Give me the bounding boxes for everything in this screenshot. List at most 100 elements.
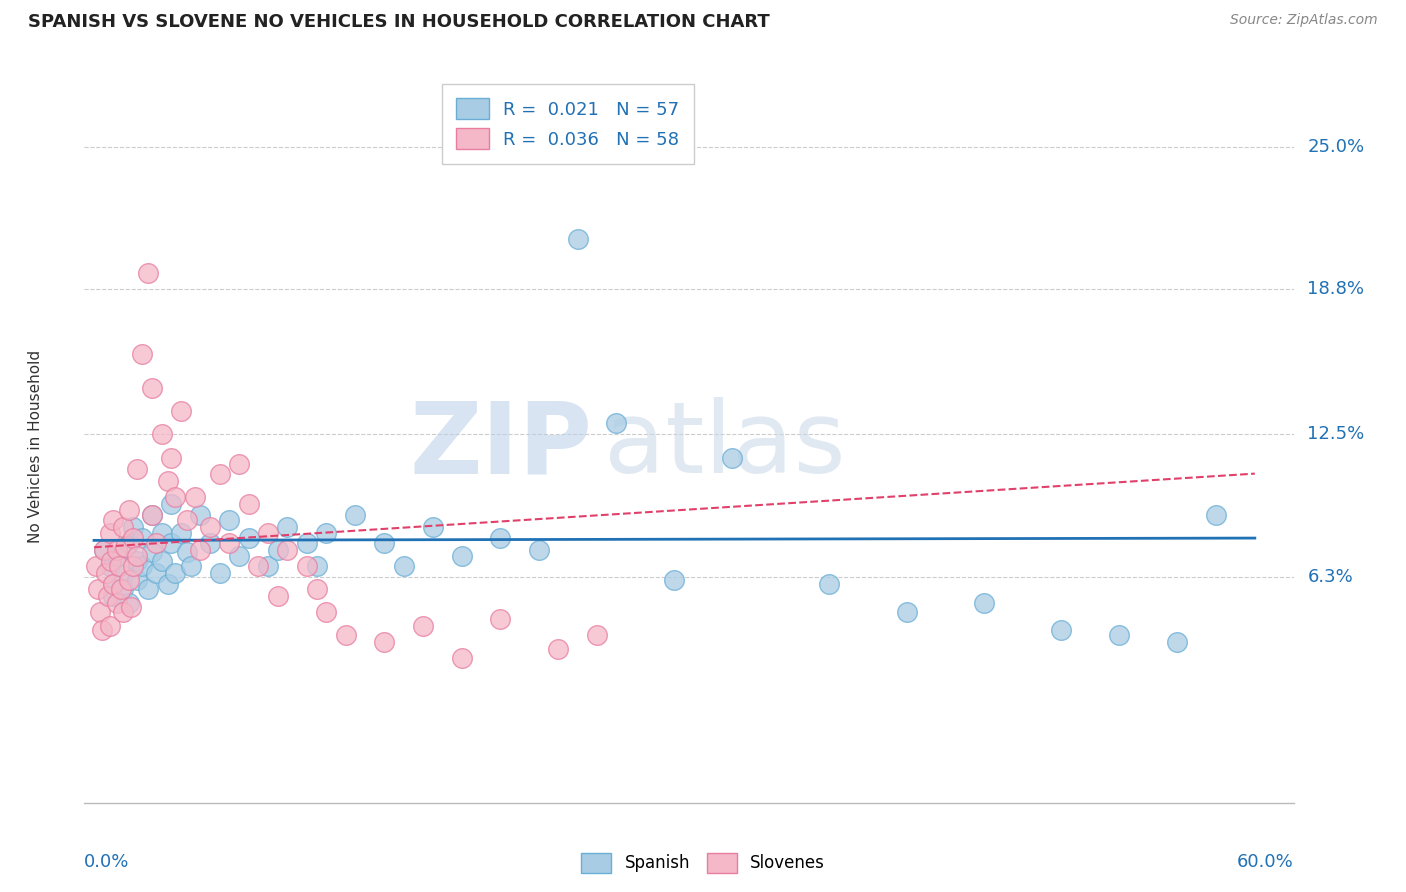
- Text: 0.0%: 0.0%: [84, 853, 129, 871]
- Point: [450, 549, 472, 564]
- Point: [373, 634, 395, 648]
- Point: [112, 568, 135, 582]
- Point: [218, 513, 240, 527]
- Point: [103, 589, 125, 603]
- Point: [108, 558, 131, 573]
- Point: [276, 519, 298, 533]
- Point: [141, 381, 163, 395]
- Point: [305, 558, 328, 573]
- Point: [247, 558, 270, 573]
- Point: [238, 497, 260, 511]
- Legend: Spanish, Slovenes: Spanish, Slovenes: [575, 847, 831, 880]
- Point: [392, 558, 415, 573]
- Text: ZIP: ZIP: [409, 398, 592, 494]
- Point: [125, 573, 148, 587]
- Point: [145, 535, 167, 549]
- Text: No Vehicles in Household: No Vehicles in Household: [28, 350, 44, 542]
- Point: [238, 531, 260, 545]
- Point: [412, 618, 434, 632]
- Point: [93, 542, 115, 557]
- Legend: R =  0.021   N = 57, R =  0.036   N = 58: R = 0.021 N = 57, R = 0.036 N = 58: [441, 84, 695, 163]
- Point: [295, 558, 318, 573]
- Point: [218, 535, 240, 549]
- Text: 25.0%: 25.0%: [1308, 137, 1365, 156]
- Point: [208, 566, 231, 580]
- Text: 60.0%: 60.0%: [1237, 853, 1294, 871]
- Point: [121, 558, 143, 573]
- Point: [125, 462, 148, 476]
- Point: [103, 577, 125, 591]
- Point: [228, 458, 250, 472]
- Point: [170, 526, 193, 541]
- Text: SPANISH VS SLOVENE NO VEHICLES IN HOUSEHOLD CORRELATION CHART: SPANISH VS SLOVENE NO VEHICLES IN HOUSEH…: [28, 13, 770, 31]
- Point: [267, 542, 290, 557]
- Point: [527, 542, 550, 557]
- Point: [165, 566, 187, 580]
- Point: [105, 549, 128, 564]
- Point: [190, 508, 212, 522]
- Point: [896, 605, 918, 619]
- Point: [97, 589, 120, 603]
- Point: [94, 566, 117, 580]
- Point: [605, 416, 627, 430]
- Point: [664, 573, 686, 587]
- Point: [176, 513, 198, 527]
- Point: [547, 641, 569, 656]
- Point: [373, 535, 395, 549]
- Point: [103, 513, 125, 527]
- Point: [450, 650, 472, 665]
- Point: [567, 232, 589, 246]
- Point: [422, 519, 444, 533]
- Point: [165, 490, 187, 504]
- Point: [141, 508, 163, 522]
- Point: [131, 347, 153, 361]
- Point: [295, 535, 318, 549]
- Point: [156, 577, 179, 591]
- Point: [276, 542, 298, 557]
- Point: [125, 554, 148, 568]
- Point: [170, 404, 193, 418]
- Point: [156, 474, 179, 488]
- Point: [183, 490, 205, 504]
- Point: [98, 558, 121, 573]
- Point: [118, 595, 141, 609]
- Point: [112, 519, 135, 533]
- Point: [228, 549, 250, 564]
- Point: [344, 508, 367, 522]
- Point: [145, 566, 167, 580]
- Point: [103, 577, 125, 591]
- Point: [125, 549, 148, 564]
- Point: [973, 595, 995, 609]
- Text: atlas: atlas: [605, 398, 846, 494]
- Point: [131, 558, 153, 573]
- Point: [160, 535, 183, 549]
- Point: [1205, 508, 1227, 522]
- Point: [84, 558, 107, 573]
- Point: [98, 526, 121, 541]
- Point: [1166, 634, 1188, 648]
- Text: 6.3%: 6.3%: [1308, 568, 1353, 586]
- Point: [586, 628, 609, 642]
- Point: [721, 450, 744, 465]
- Point: [150, 427, 173, 442]
- Point: [87, 582, 110, 596]
- Point: [315, 526, 337, 541]
- Point: [141, 508, 163, 522]
- Point: [118, 503, 141, 517]
- Point: [100, 554, 122, 568]
- Point: [114, 541, 136, 555]
- Text: 18.8%: 18.8%: [1308, 280, 1364, 299]
- Point: [257, 558, 280, 573]
- Point: [198, 519, 221, 533]
- Text: 12.5%: 12.5%: [1308, 425, 1365, 443]
- Point: [121, 531, 143, 545]
- Point: [93, 542, 115, 557]
- Point: [136, 582, 159, 596]
- Point: [190, 542, 212, 557]
- Point: [131, 531, 153, 545]
- Point: [89, 605, 111, 619]
- Point: [198, 535, 221, 549]
- Point: [257, 526, 280, 541]
- Point: [180, 558, 202, 573]
- Point: [105, 542, 128, 557]
